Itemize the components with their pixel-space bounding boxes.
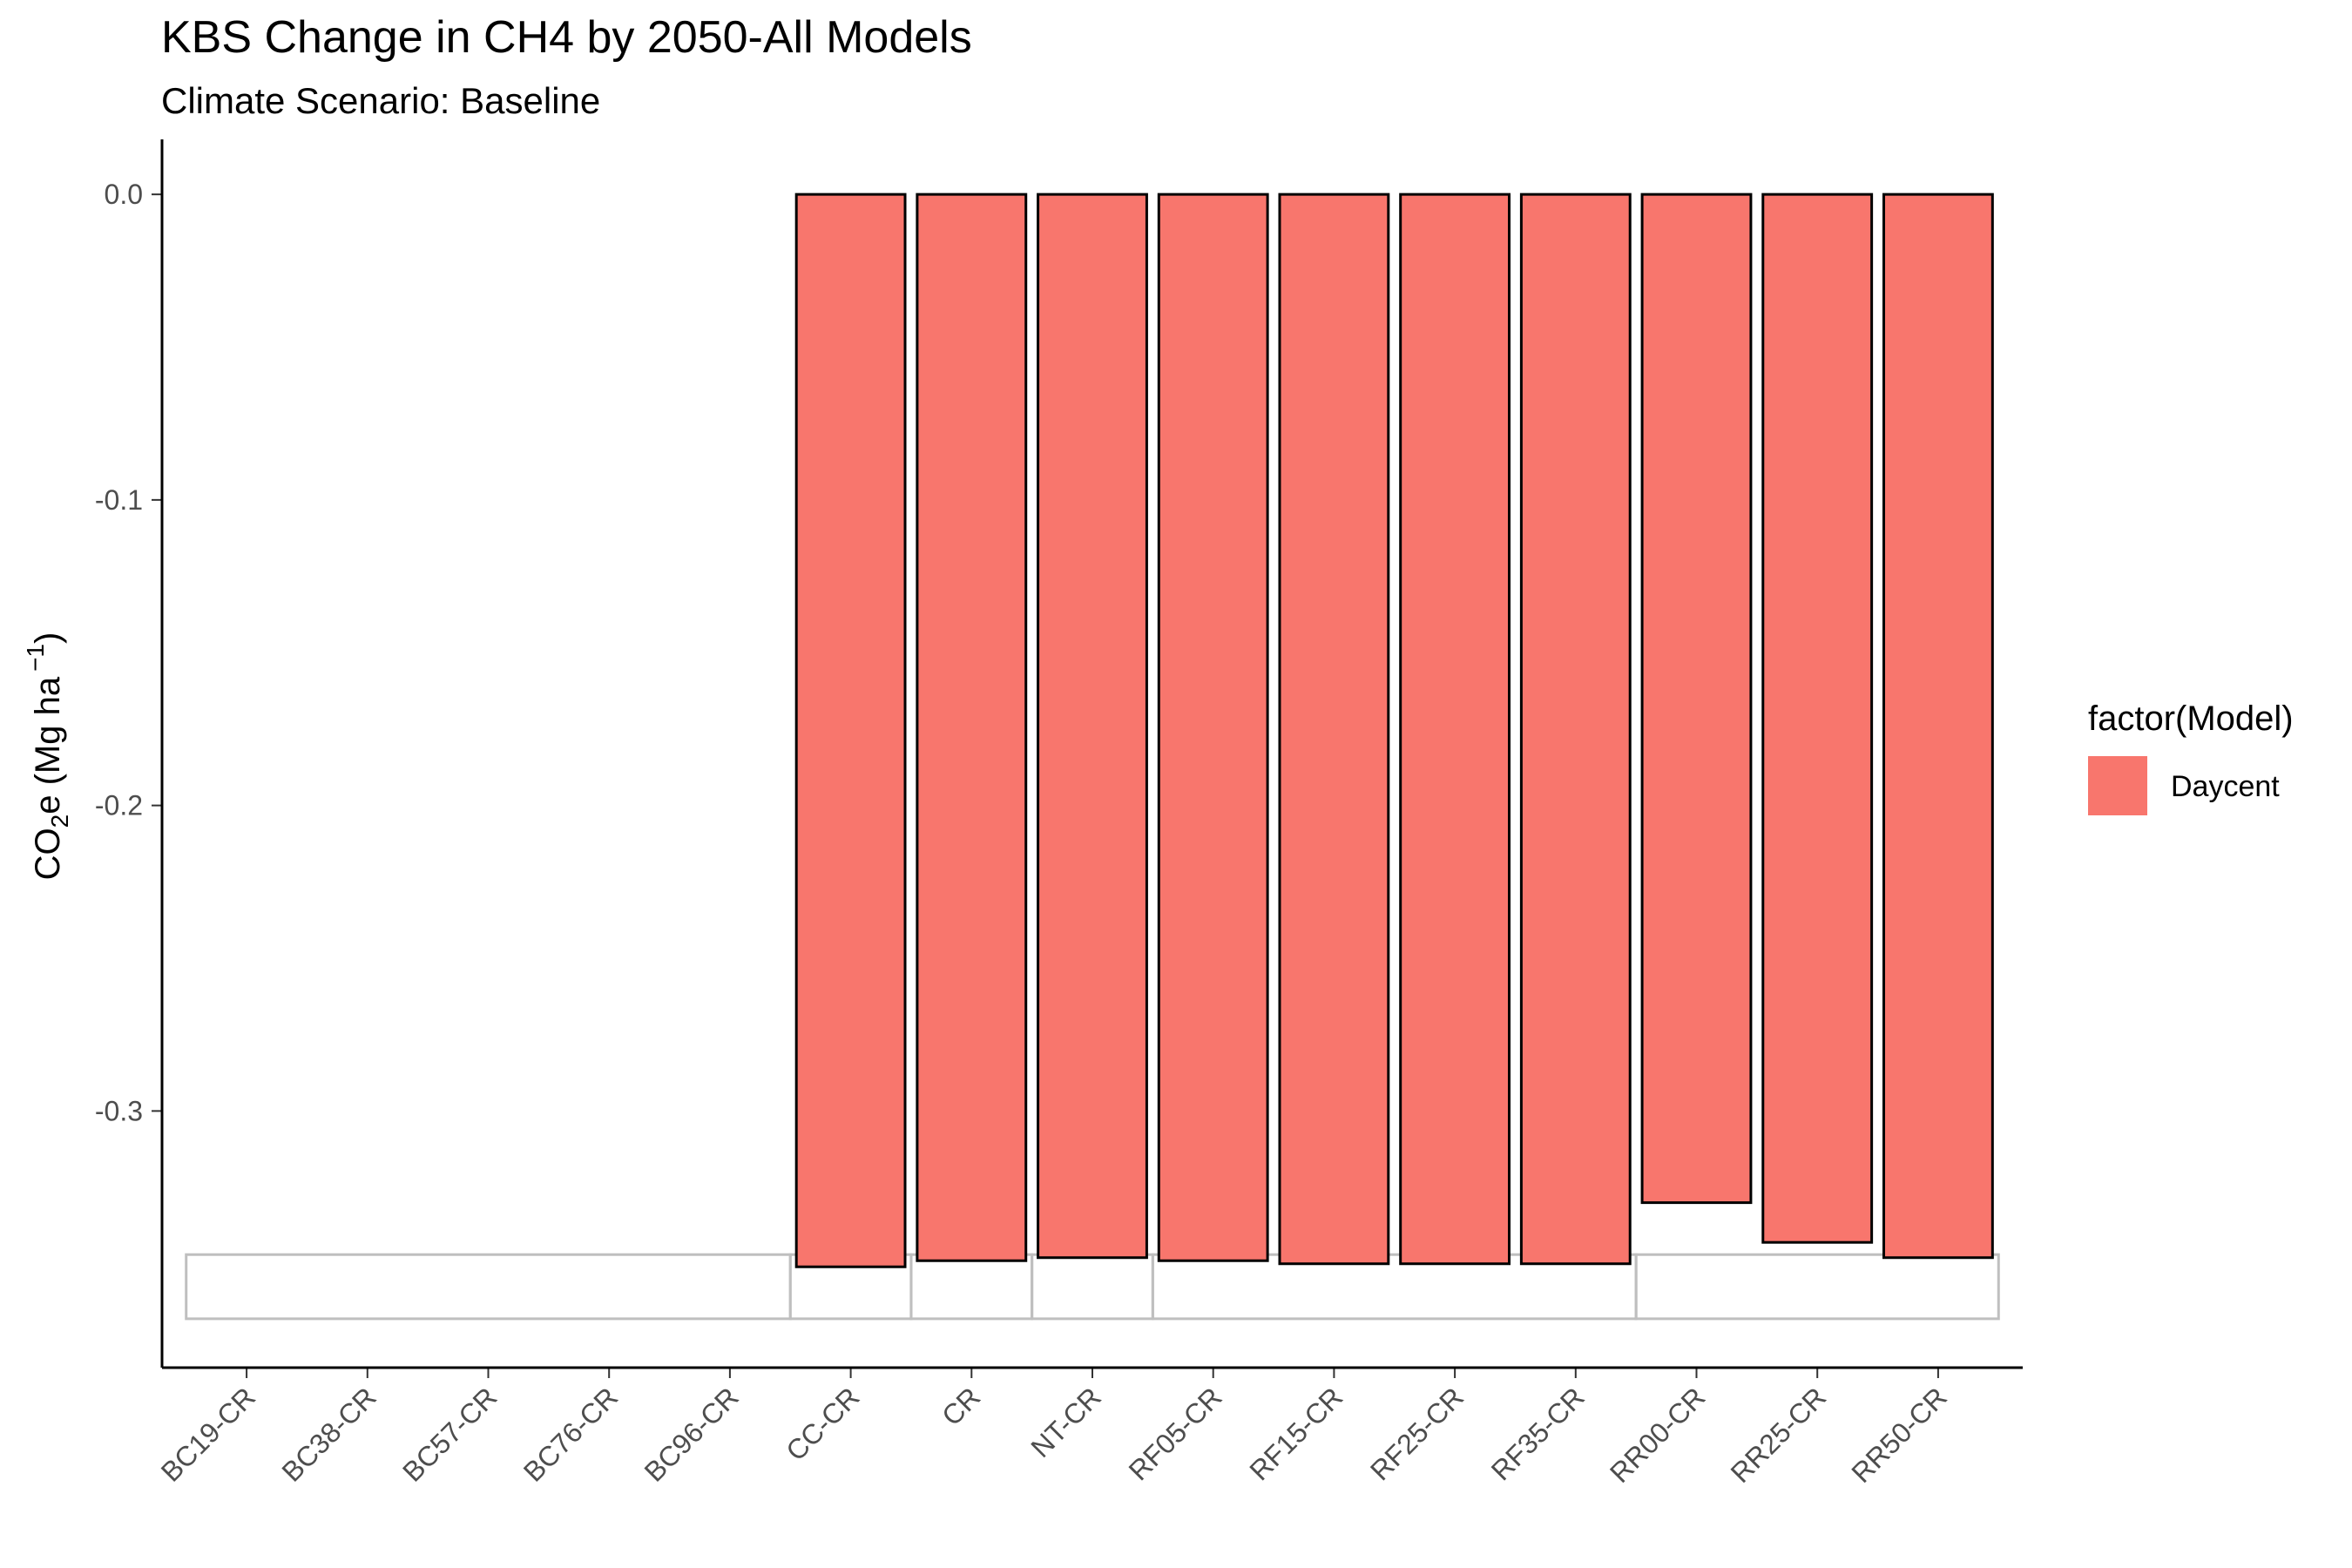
y-axis-label-close: ) (29, 632, 67, 644)
y-tick-label: 0.0 (105, 179, 143, 210)
x-tick-label-nt-cr: NT-CR (1024, 1381, 1107, 1463)
overlay-box (1031, 1253, 1154, 1321)
x-tick-label-rr50-cr: RR50-CR (1845, 1381, 1953, 1489)
chart-title: KBS Change in CH4 by 2050-All Models (161, 12, 972, 63)
x-tick-label-bc57-cr: BC57-CR (396, 1381, 503, 1487)
y-axis-label-sup: −1 (22, 644, 49, 672)
overlay-box (1634, 1253, 2000, 1321)
bar-rf05-cr (1157, 193, 1269, 1262)
y-tick-label: -0.1 (95, 484, 143, 516)
x-tick-label-rf35-cr: RF35-CR (1485, 1381, 1591, 1486)
x-tick-label-cr: CR (936, 1381, 986, 1431)
x-tick-label-cc-cr: CC-CR (780, 1381, 865, 1466)
y-axis-label-rest: e (Mg ha (29, 676, 67, 814)
overlay-boxes (185, 1253, 2000, 1321)
x-tick-label-bc76-cr: BC76-CR (517, 1381, 624, 1487)
bar-rf25-cr (1399, 193, 1511, 1266)
legend-title: factor(Model) (2088, 700, 2294, 738)
bar-rf35-cr (1519, 193, 1632, 1266)
chart-subtitle: Climate Scenario: Baseline (161, 80, 600, 121)
y-axis-label-sub: 2 (46, 814, 73, 828)
x-tick-label-bc19-cr: BC19-CR (155, 1381, 261, 1487)
overlay-box (185, 1253, 792, 1321)
x-tick-label-rr00-cr: RR00-CR (1604, 1381, 1712, 1489)
bar-rr25-cr (1761, 193, 1874, 1244)
y-axis-ticks: 0.0 -0.1 -0.2 -0.3 (95, 179, 162, 1126)
bar-rr00-cr (1640, 193, 1753, 1205)
x-tick-label-rr25-cr: RR25-CR (1725, 1381, 1833, 1489)
y-axis-label: CO2e (Mg ha −1) (22, 632, 73, 881)
legend-swatch-daycent (2088, 756, 2147, 815)
x-tick-label-rf05-cr: RF05-CR (1123, 1381, 1228, 1486)
x-tick-label-rf25-cr: RF25-CR (1364, 1381, 1470, 1486)
bar-rf15-cr (1278, 193, 1390, 1266)
legend-label-daycent: Daycent (2171, 770, 2280, 803)
bar-cc-cr (794, 193, 907, 1268)
svg-text:CO2e (Mg ha−1): CO2e (Mg ha −1) (22, 632, 73, 881)
x-axis-ticks: BC19-CR BC38-CR BC57-CR BC76-CR BC96-CR CC-CR… (155, 1368, 1953, 1489)
overlay-box (909, 1253, 1034, 1321)
y-axis-label-main: CO (29, 828, 67, 880)
bar-cr (916, 193, 1028, 1262)
bar-rr50-cr (1882, 193, 1994, 1260)
x-tick-label-rf15-cr: RF15-CR (1243, 1381, 1348, 1486)
x-tick-label-bc96-cr: BC96-CR (639, 1381, 745, 1487)
x-tick-label-bc38-cr: BC38-CR (275, 1381, 382, 1487)
y-tick-label: -0.3 (95, 1095, 143, 1126)
bars (794, 193, 1994, 1268)
y-tick-label: -0.2 (95, 790, 143, 821)
legend: factor(Model) Daycent (2088, 700, 2294, 815)
bar-nt-cr (1037, 193, 1148, 1260)
